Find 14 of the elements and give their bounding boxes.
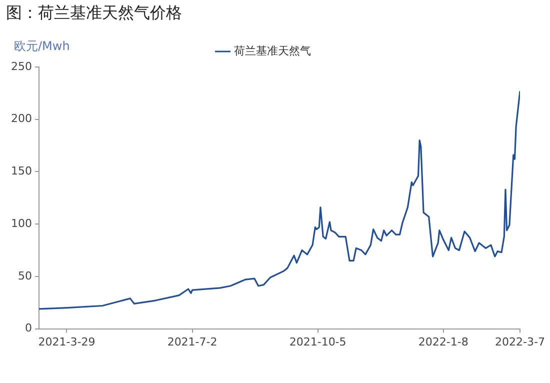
y-tick-label: 50 [18, 269, 32, 282]
x-tick-label: 2021-3-29 [38, 335, 96, 348]
y-axis-title: 欧元/Mwh [14, 38, 70, 55]
chart-title: 图：荷兰基准天然气价格 [6, 3, 182, 24]
y-tick-label: 0 [24, 322, 32, 335]
legend-label: 荷兰基准天然气 [234, 44, 311, 58]
y-tick-label: 100 [10, 216, 32, 230]
x-tick-label: 2021-7-2 [167, 335, 218, 348]
y-tick-label: 150 [10, 164, 32, 178]
x-tick-label: 2022-1-8 [418, 335, 468, 348]
x-tick-label: 2022-3-7 [495, 335, 545, 348]
y-tick-label: 200 [10, 112, 32, 126]
x-tick-label: 2021-10-5 [289, 335, 346, 348]
y-tick-label: 250 [10, 60, 32, 73]
